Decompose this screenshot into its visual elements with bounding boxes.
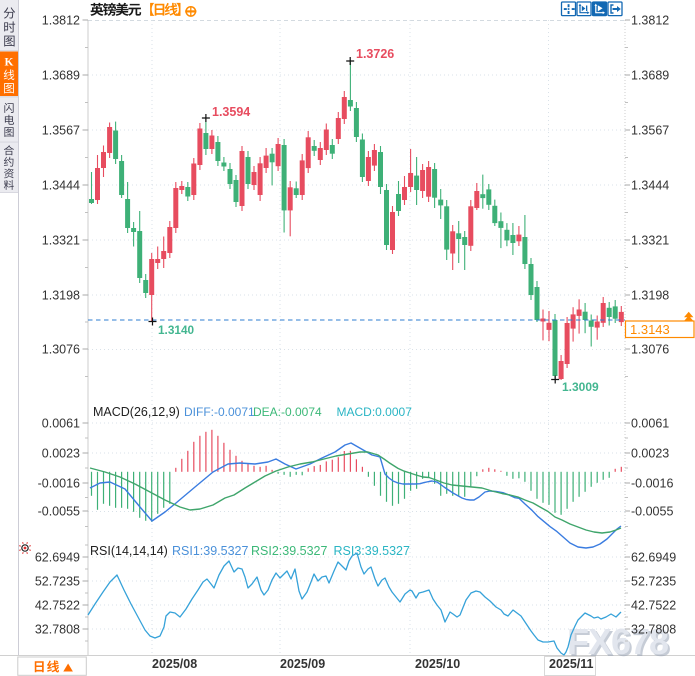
svg-text:RSI3:39.5327: RSI3:39.5327 [334, 544, 410, 558]
svg-text:1.3567: 1.3567 [42, 124, 80, 138]
svg-text:2025/08: 2025/08 [152, 657, 197, 671]
svg-text:1.3198: 1.3198 [631, 289, 669, 303]
svg-text:32.7808: 32.7808 [631, 623, 676, 637]
svg-text:52.7235: 52.7235 [631, 575, 676, 589]
svg-text:1.3321: 1.3321 [42, 234, 80, 248]
svg-text:1.3076: 1.3076 [631, 343, 669, 357]
svg-text:2025/10: 2025/10 [415, 657, 460, 671]
svg-text:FX678: FX678 [569, 623, 670, 664]
svg-text:1.3812: 1.3812 [631, 14, 669, 28]
svg-text:1.3444: 1.3444 [42, 179, 80, 193]
svg-text:0.0023: 0.0023 [42, 447, 80, 461]
svg-text:1.3594: 1.3594 [212, 105, 250, 119]
svg-text:K: K [5, 57, 14, 69]
svg-text:52.7235: 52.7235 [35, 575, 80, 589]
svg-text:-0.0016: -0.0016 [38, 477, 80, 491]
svg-text:0.0023: 0.0023 [631, 447, 669, 461]
svg-text:0.0061: 0.0061 [631, 417, 669, 431]
svg-text:1.3726: 1.3726 [356, 47, 394, 61]
svg-text:32.7808: 32.7808 [35, 623, 80, 637]
svg-text:1.3567: 1.3567 [631, 124, 669, 138]
svg-text:1.3321: 1.3321 [631, 234, 669, 248]
svg-text:62.6949: 62.6949 [631, 551, 676, 565]
svg-text:1.3143: 1.3143 [630, 322, 670, 337]
svg-text:42.7522: 42.7522 [35, 599, 80, 613]
svg-text:1.3812: 1.3812 [42, 14, 80, 28]
svg-text:1.3198: 1.3198 [42, 289, 80, 303]
svg-text:MACD(26,12,9): MACD(26,12,9) [93, 405, 180, 419]
svg-text:1.3689: 1.3689 [631, 69, 669, 83]
svg-text:-0.0016: -0.0016 [631, 477, 673, 491]
svg-text:42.7522: 42.7522 [631, 599, 676, 613]
svg-text:62.6949: 62.6949 [35, 551, 80, 565]
svg-text:-0.0055: -0.0055 [38, 505, 80, 519]
svg-text:FX678: FX678 [567, 621, 668, 662]
svg-text:MACD:0.0007: MACD:0.0007 [337, 405, 413, 419]
svg-text:1.3689: 1.3689 [42, 69, 80, 83]
svg-text:DIFF:-0.0071: DIFF:-0.0071 [184, 405, 255, 419]
svg-text:0.0061: 0.0061 [42, 417, 80, 431]
svg-text:1.3444: 1.3444 [631, 179, 669, 193]
svg-text:-0.0055: -0.0055 [631, 505, 673, 519]
svg-text:RSI(14,14,14): RSI(14,14,14) [90, 544, 168, 558]
svg-text:1.3009: 1.3009 [562, 380, 599, 394]
svg-text:RSI2:39.5327: RSI2:39.5327 [251, 544, 327, 558]
svg-text:1.3140: 1.3140 [158, 323, 195, 337]
svg-text:RSI1:39.5327: RSI1:39.5327 [172, 544, 248, 558]
svg-text:1.3076: 1.3076 [42, 343, 80, 357]
svg-text:DEA:-0.0074: DEA:-0.0074 [253, 405, 322, 419]
svg-text:2025/11: 2025/11 [549, 657, 594, 671]
svg-text:2025/09: 2025/09 [280, 657, 325, 671]
